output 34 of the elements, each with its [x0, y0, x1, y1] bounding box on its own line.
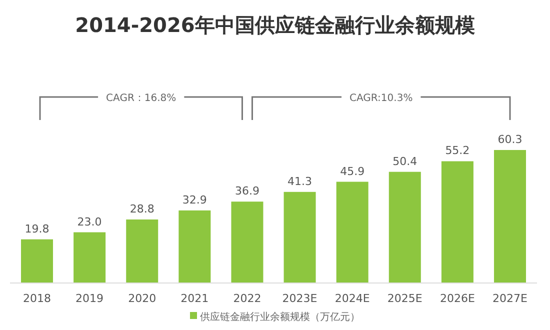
bar	[21, 239, 53, 283]
bar	[388, 172, 421, 283]
x-tick-label: 2026E	[440, 292, 475, 305]
bar	[74, 232, 106, 283]
data-label: 41.3	[288, 174, 312, 188]
bar	[284, 192, 316, 283]
x-tick-label: 2022	[233, 292, 262, 305]
bar	[441, 161, 474, 283]
text: CAGR：16.8%	[106, 93, 176, 104]
data-label: 19.8	[24, 222, 50, 236]
bar	[336, 182, 368, 283]
data-label: 45.9	[340, 164, 365, 178]
data-label: 23.0	[77, 215, 102, 228]
data-label: 36.9	[234, 184, 260, 198]
data-label: 28.8	[130, 202, 154, 216]
data-label: 50.4	[392, 154, 418, 168]
data-label: 60.3	[498, 133, 522, 146]
x-tick-label: 2018	[23, 292, 51, 305]
x-tick-label: 2025E	[387, 292, 422, 305]
x-tick-label: 2024E	[334, 292, 370, 305]
data-label: 32.9	[182, 193, 207, 206]
x-tick-label: 2021	[180, 292, 209, 305]
data-label: 55.2	[445, 144, 470, 158]
bar	[231, 202, 264, 283]
bar	[126, 219, 158, 283]
x-tick-label: 2023E	[282, 292, 318, 305]
x-tick-label: 2027E	[492, 292, 528, 305]
x-tick-label: 2020	[128, 292, 156, 305]
x-tick-label: 2019	[76, 292, 104, 305]
legend: 供应链金融行业余额规模（万亿元）	[190, 312, 360, 323]
text: CAGR:10.3%	[350, 93, 413, 104]
bar	[494, 150, 526, 283]
bar	[178, 210, 211, 283]
chart-title: 2014-2026年中国供应链金融行业余额规模	[75, 13, 475, 37]
